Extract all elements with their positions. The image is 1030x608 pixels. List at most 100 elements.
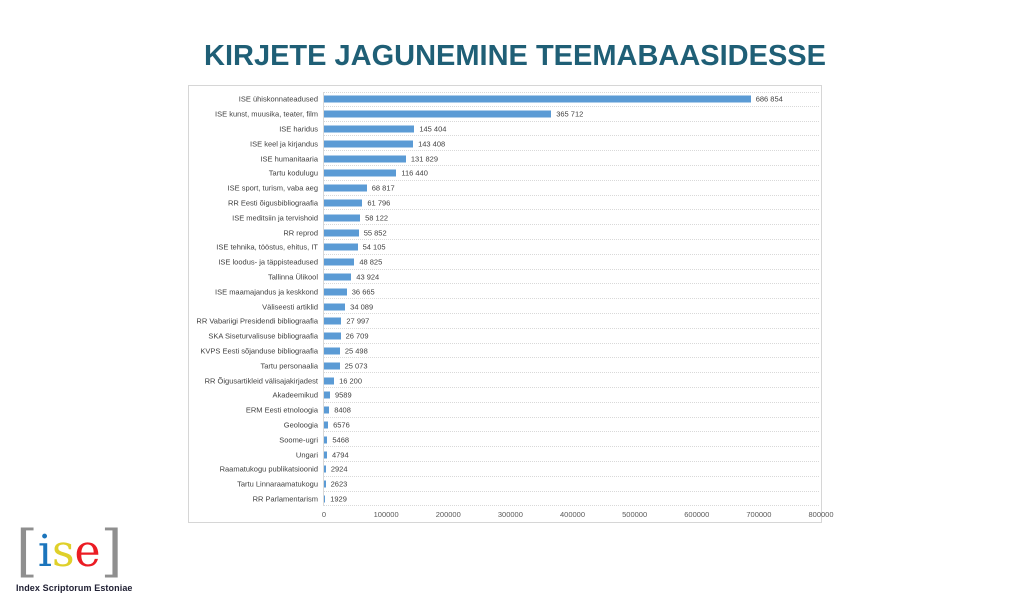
category-gridline — [323, 150, 819, 152]
logo-letter-i: i — [37, 526, 52, 577]
chart-row: RR Vabariigi Presidendi bibliograafia 27 … — [189, 314, 821, 329]
category-gridline — [323, 298, 819, 300]
category-gridline — [323, 490, 819, 492]
category-gridline — [323, 505, 819, 507]
category-label: RR Õigusartikleid välisajakirjadest — [204, 376, 318, 386]
bar — [324, 436, 328, 444]
category-label: Soome-ugri — [279, 435, 318, 445]
value-label: 116 440 — [401, 168, 428, 178]
x-tick-label: 500000 — [622, 510, 648, 520]
category-label: Väliseesti artiklid — [262, 302, 318, 312]
bar — [324, 406, 330, 414]
category-gridline — [323, 475, 819, 477]
bar — [324, 125, 415, 133]
bar — [324, 199, 363, 207]
category-gridline — [323, 342, 819, 344]
bar — [324, 495, 326, 503]
bar — [324, 273, 352, 281]
chart-row: ISE humanitaaria 131 829 — [189, 151, 821, 166]
value-label: 55 852 — [363, 228, 387, 238]
category-label: Raamatukogu publikatsioonid — [219, 464, 318, 474]
chart-row: ISE maamajandus ja keskkond 36 665 — [189, 284, 821, 300]
chart-row: ISE haridus 145 404 — [189, 122, 821, 137]
bar — [324, 465, 326, 473]
value-label: 34 089 — [350, 302, 374, 312]
chart-row: RR Parlamentarism 1929 — [189, 492, 821, 507]
bar — [324, 288, 347, 296]
bar — [324, 140, 414, 148]
category-gridline — [323, 327, 819, 329]
value-label: 1929 — [330, 494, 347, 504]
value-label: 5468 — [332, 435, 350, 445]
bar — [324, 184, 367, 192]
category-label: ISE kunst, muusika, teater, film — [215, 109, 318, 119]
x-tick-label: 300000 — [497, 510, 523, 520]
value-label: 2623 — [330, 479, 348, 489]
x-tick-label: 200000 — [435, 510, 461, 520]
category-gridline — [323, 120, 819, 122]
category-label: Tartu personaalia — [260, 361, 318, 371]
value-label: 68 817 — [371, 183, 395, 193]
category-label: ISE humanitaaria — [260, 154, 318, 164]
value-label: 43 924 — [356, 272, 380, 282]
x-tick-label: 100000 — [373, 510, 399, 520]
value-label: 686 854 — [755, 94, 783, 104]
x-tick-label: 0 — [321, 510, 327, 520]
value-label: 145 404 — [419, 124, 447, 134]
category-label: KVPS Eesti sõjanduse bibliograafia — [200, 346, 318, 356]
category-gridline — [323, 179, 819, 181]
chart-row: Geoloogia 6576 — [189, 418, 821, 433]
value-label: 36 665 — [351, 287, 375, 297]
bar-chart: ISE ühiskonnateadused 686 854 ISE kunst, m… — [188, 85, 834, 523]
chart-row: Väliseesti artiklid 34 089 — [189, 299, 821, 314]
category-label: RR reprod — [283, 228, 318, 238]
chart-row: ISE sport, turism, vaba aeg 68 817 — [189, 181, 821, 196]
category-gridline — [323, 446, 819, 448]
bar — [324, 110, 552, 118]
category-gridline — [323, 283, 819, 285]
chart-row: Soome-ugri 5468 — [189, 432, 821, 448]
category-gridline — [323, 416, 819, 418]
category-label: Tallinna Ülikool — [267, 272, 318, 282]
x-tick-label: 600000 — [684, 510, 710, 520]
x-tick-label: 800000 — [808, 510, 834, 520]
value-label: 365 712 — [556, 109, 584, 119]
chart-row: SKA Siseturvalisuse bibliograafia 26 709 — [189, 329, 821, 344]
value-label: 6576 — [333, 420, 350, 430]
category-label: Tartu Linnaraamatukogu — [237, 479, 318, 489]
ise-logo-caption: Index Scriptorum Estoniae — [16, 583, 133, 593]
bar — [324, 169, 397, 177]
bar — [324, 317, 342, 325]
value-label: 48 825 — [359, 257, 383, 267]
y-axis-line — [323, 92, 324, 507]
category-gridline — [323, 238, 819, 240]
chart-row: ISE meditsiin ja tervishoid 58 122 — [189, 210, 821, 226]
category-gridline — [323, 268, 819, 270]
category-label: RR Eesti õigusbibliograafia — [227, 198, 318, 208]
chart-row: KVPS Eesti sõjanduse bibliograafia 25 498 — [189, 344, 821, 359]
bar — [324, 480, 326, 488]
category-gridline — [323, 224, 819, 226]
category-label: ISE haridus — [279, 124, 318, 134]
chart-row: Tartu personaalia 25 073 — [189, 358, 821, 374]
value-label: 25 498 — [344, 346, 368, 356]
value-label: 25 073 — [344, 361, 368, 371]
chart-rows: ISE ühiskonnateadused 686 854 ISE kunst, m… — [189, 92, 821, 507]
category-gridline — [323, 105, 819, 107]
value-label: 8408 — [334, 405, 351, 415]
category-label: ISE maamajandus ja keskkond — [215, 287, 318, 297]
bar — [324, 332, 341, 340]
chart-row: Akadeemikud 9589 — [189, 388, 821, 403]
chart-row: Tartu kodulugu 116 440 — [189, 166, 821, 181]
plot-top-gridline — [323, 92, 819, 93]
category-label: Akadeemikud — [272, 390, 318, 400]
category-gridline — [323, 135, 819, 137]
x-tick-label: 700000 — [746, 510, 772, 520]
category-label: RR Parlamentarism — [252, 494, 318, 504]
bar — [324, 214, 361, 222]
logo-bracket: [ — [16, 519, 38, 584]
bar — [324, 391, 330, 399]
category-gridline — [323, 401, 819, 403]
category-gridline — [323, 253, 819, 255]
chart-row: ERM Eesti etnoloogia 8408 — [189, 403, 821, 418]
